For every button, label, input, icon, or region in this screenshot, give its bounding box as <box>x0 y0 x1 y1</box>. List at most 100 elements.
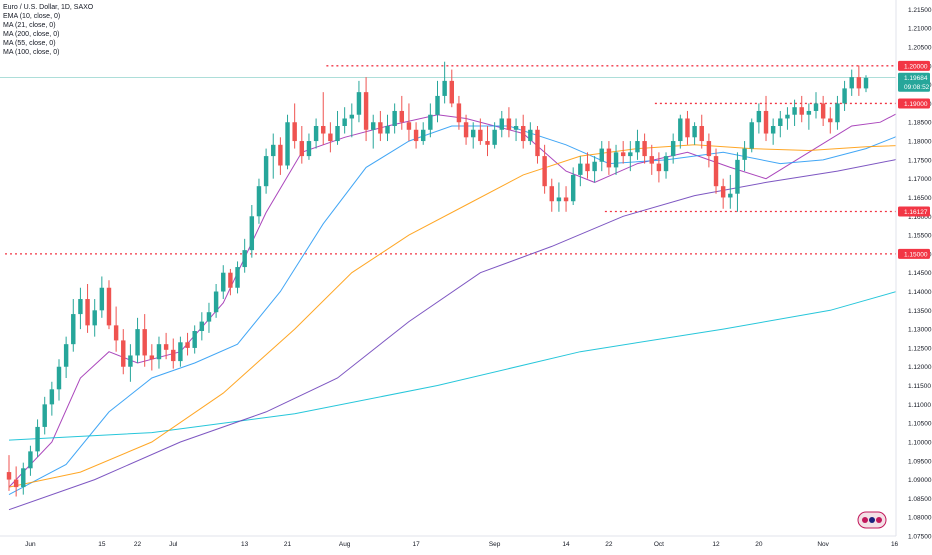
candle-body-73 <box>528 129 533 142</box>
x-tick-label-15: 16 <box>891 541 899 548</box>
candle-body-117 <box>842 88 847 104</box>
candle-body-107 <box>770 126 776 134</box>
candle-body-81 <box>585 163 590 172</box>
candle-body-9 <box>71 314 76 345</box>
candle-body-50 <box>363 92 369 130</box>
candle-body-24 <box>178 342 183 362</box>
candle-body-28 <box>206 312 212 322</box>
indicator-ema10: EMA (10, close, 0) <box>3 13 61 20</box>
y-tick-label-24: 1.09500 <box>908 458 932 465</box>
y-tick-label-28: 1.07500 <box>908 534 932 541</box>
candle-body-30 <box>221 272 226 292</box>
candle-body-119 <box>856 77 862 89</box>
candle-body-33 <box>242 250 247 268</box>
y-tick-label-12: 1.15500 <box>908 233 932 240</box>
candle-body-31 <box>228 272 233 288</box>
y-tick-label-11: 1.16000 <box>908 214 932 221</box>
x-tick-label-14: Nov <box>817 541 829 548</box>
y-tick-label-0: 1.21500 <box>908 7 932 14</box>
candle-body-19 <box>142 329 147 356</box>
level-tag-bg-1 <box>898 98 930 109</box>
y-tick-label-10: 1.16500 <box>908 195 932 202</box>
candle-body-18 <box>135 329 140 356</box>
y-tick-label-20: 1.11500 <box>908 383 931 390</box>
last-price-label: 1.19684 <box>904 75 928 82</box>
x-tick-label-0: Jun <box>25 541 36 548</box>
candle-body-102 <box>735 159 740 194</box>
x-tick-label-8: Sep <box>489 541 501 548</box>
candle-body-80 <box>578 163 583 175</box>
candle-body-77 <box>556 197 562 202</box>
y-tick-label-18: 1.12500 <box>908 345 932 352</box>
candle-body-22 <box>163 344 169 350</box>
candle-body-54 <box>392 110 397 127</box>
y-tick-label-26: 1.08500 <box>908 496 932 503</box>
y-tick-label-19: 1.12000 <box>908 364 932 371</box>
candle-body-98 <box>706 141 712 157</box>
level-tag-1: 1.19000 <box>904 101 928 108</box>
candle-body-78 <box>563 197 569 202</box>
candle-body-103 <box>742 148 747 160</box>
candle-body-88 <box>635 141 640 153</box>
candle-body-105 <box>756 110 762 123</box>
x-tick-label-11: Oct <box>654 541 664 548</box>
level-tag-bg-2 <box>898 206 930 217</box>
candle-body-108 <box>778 118 783 126</box>
candle-body-12 <box>92 310 97 326</box>
x-tick-label-7: 17 <box>412 541 420 548</box>
candle-body-101 <box>728 193 733 198</box>
candle-body-41 <box>299 141 305 157</box>
candle-body-45 <box>328 133 333 142</box>
candle-body-46 <box>335 126 340 142</box>
candle-body-104 <box>749 122 754 149</box>
y-tick-label-7: 1.18000 <box>908 139 932 146</box>
x-tick-label-10: 22 <box>605 541 613 548</box>
candle-body-0 <box>6 472 12 480</box>
candle-body-44 <box>321 126 326 134</box>
candle-body-64 <box>463 122 469 138</box>
candle-body-55 <box>399 110 405 123</box>
candle-body-23 <box>171 349 176 362</box>
indicator-ma200: MA (200, close, 0) <box>3 31 60 38</box>
candle-body-114 <box>820 103 826 119</box>
candle-body-48 <box>349 114 355 119</box>
candle-body-76 <box>549 186 554 202</box>
last-price-tag-bg <box>898 72 930 92</box>
candle-body-111 <box>799 107 804 115</box>
candle-body-7 <box>56 366 62 390</box>
countdown-label: 09:08:52 <box>904 84 930 91</box>
candle-body-25 <box>185 342 190 348</box>
y-tick-label-1: 1.21000 <box>908 26 932 33</box>
candle-body-11 <box>85 299 90 326</box>
x-tick-label-1: 15 <box>98 541 106 548</box>
y-tick-label-17: 1.13000 <box>908 327 932 334</box>
candle-body-82 <box>592 161 597 172</box>
candle-body-110 <box>792 107 797 115</box>
candle-body-70 <box>506 118 512 130</box>
candle-body-56 <box>406 122 412 130</box>
indicator-ma55: MA (55, close, 0) <box>3 40 56 47</box>
candle-body-15 <box>113 325 119 341</box>
candle-body-93 <box>670 141 676 157</box>
watermark-logo <box>857 511 887 529</box>
candle-body-21 <box>156 344 162 360</box>
y-tick-label-2: 1.20500 <box>908 45 932 52</box>
candle-body-97 <box>699 126 704 142</box>
indicator-line-1 <box>8 119 924 496</box>
candle-body-13 <box>99 287 105 311</box>
symbol-title: Euro / U.S. Dollar, 1D, SAXO <box>3 4 94 11</box>
candle-body-100 <box>720 186 726 198</box>
candle-body-62 <box>449 80 454 104</box>
candle-body-16 <box>121 340 126 367</box>
candle-body-87 <box>628 152 633 157</box>
candle-body-39 <box>285 122 290 166</box>
indicator-line-3 <box>8 144 924 488</box>
candle-body-17 <box>128 355 133 367</box>
x-tick-label-13: 20 <box>755 541 763 548</box>
x-tick-label-9: 14 <box>562 541 570 548</box>
candle-body-2 <box>21 468 26 488</box>
candle-body-53 <box>385 126 390 134</box>
